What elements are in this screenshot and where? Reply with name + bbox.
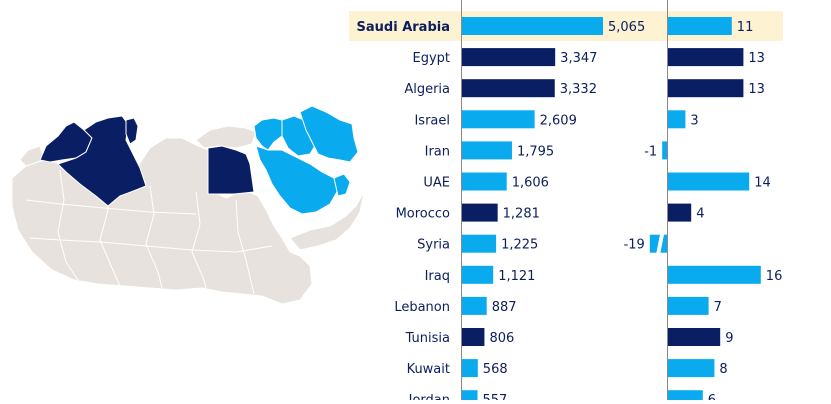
category-label: Morocco <box>396 207 450 222</box>
series-1-value-label: 887 <box>492 300 517 315</box>
category-label: Tunisia <box>405 331 450 346</box>
series-2-bar <box>668 390 703 400</box>
category-labels: Saudi Arabia Egypt Algeria Israel Iran UAE Mor… <box>357 20 451 400</box>
series-2-value-label: 14 <box>754 176 771 191</box>
series-2-bar <box>668 359 715 378</box>
series-1-value-label: 1,225 <box>501 238 538 253</box>
category-label: Lebanon <box>394 300 450 315</box>
series-2-bar <box>662 141 668 160</box>
map-land-turkey <box>195 125 257 149</box>
series-1-value-label: 557 <box>483 393 508 400</box>
map-region-tunisia <box>125 117 139 145</box>
series-1-bar <box>462 234 497 253</box>
category-label: Jordan <box>408 393 450 400</box>
series-1-bar <box>462 328 485 346</box>
series-2-bar <box>668 296 709 315</box>
map-region-egypt <box>207 145 255 195</box>
series-2-bar <box>668 79 744 98</box>
series-2-value-label: -19 <box>624 238 645 253</box>
series-2-value-label: 4 <box>696 207 704 222</box>
series-1-bar <box>462 17 603 35</box>
series-2-break-mark <box>656 233 665 254</box>
series-2-value-label: 3 <box>690 113 698 128</box>
region-map-svg <box>11 105 365 305</box>
map-region-iraq <box>281 115 317 157</box>
map-land-horn <box>289 191 365 251</box>
category-label: Israel <box>414 113 450 128</box>
series-1-value-label: 806 <box>489 331 514 346</box>
map-region-saudi-arabia <box>255 145 339 215</box>
series-1-value-label: 1,121 <box>498 269 535 284</box>
series-2-value-label: 7 <box>714 300 722 315</box>
series-2-value-label: 16 <box>766 269 783 284</box>
series-2-value-label: 13 <box>748 82 765 97</box>
series-1-bars: 5,065 3,347 3,332 2,609 1,795 1,606 1,281 1,225… <box>462 17 645 400</box>
series-1-bar <box>462 390 478 400</box>
series-1-value-label: 1,606 <box>512 176 549 191</box>
series-1-bar <box>462 48 556 67</box>
series-1-value-label: 1,795 <box>517 144 554 159</box>
series-1-value-label: 3,347 <box>560 51 597 66</box>
series-1-value-label: 2,609 <box>540 113 577 128</box>
series-1-bar <box>462 203 498 222</box>
category-label: Algeria <box>404 82 450 97</box>
axes <box>461 0 668 400</box>
category-label: Egypt <box>412 51 450 66</box>
map-region-gulf <box>333 173 351 197</box>
series-2-value-label: 11 <box>737 20 754 35</box>
series-2-bar <box>668 328 721 346</box>
category-label: UAE <box>423 176 450 191</box>
series-1-bar <box>462 172 507 191</box>
map-region-iran <box>299 105 359 163</box>
series-1-value-label: 3,332 <box>560 82 597 97</box>
series-2-bar <box>668 265 761 284</box>
map-region-algeria <box>57 115 147 207</box>
series-2-bar <box>668 172 750 191</box>
series-2-bar <box>668 110 686 129</box>
series-2-bar <box>668 17 732 35</box>
category-label: Syria <box>417 238 450 253</box>
series-2-value-label: -1 <box>644 144 657 159</box>
series-2-value-label: 13 <box>748 51 765 66</box>
series-2-value-label: 8 <box>719 362 727 377</box>
series-1-bar <box>462 110 535 129</box>
series-1-bar <box>462 265 494 284</box>
series-2-bar <box>668 203 692 222</box>
series-1-bar <box>462 296 487 315</box>
series-1-value-label: 1,281 <box>503 207 540 222</box>
series-2-bars: 11 13 13 3 -1 14 4 -19 16 7 9 8 6 <box>624 17 783 400</box>
region-map <box>0 0 380 400</box>
category-label: Kuwait <box>407 362 450 377</box>
series-2-bar <box>668 48 744 67</box>
series-2-value-label: 6 <box>708 393 716 400</box>
category-label: Saudi Arabia <box>357 20 450 35</box>
series-1-bar <box>462 141 512 160</box>
category-label: Iraq <box>425 269 450 284</box>
series-1-value-label: 5,065 <box>608 20 645 35</box>
map-land-west-tip <box>19 145 45 167</box>
series-1-bar <box>462 79 555 98</box>
category-label: Iran <box>425 144 450 159</box>
series-2-value-label: 9 <box>725 331 733 346</box>
series-1-bar <box>462 359 478 378</box>
series-1-value-label: 568 <box>483 362 508 377</box>
